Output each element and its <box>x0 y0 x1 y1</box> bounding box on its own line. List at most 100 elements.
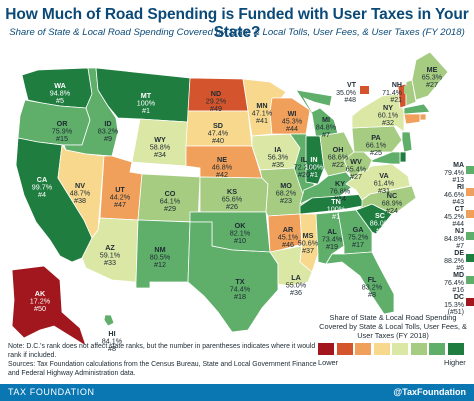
side-label-vt-abbr: VT <box>347 82 356 89</box>
legend-title: Share of State & Local Road Spending Cov… <box>319 313 467 340</box>
state-label-al: AL 73.4% #19 <box>322 227 343 251</box>
state-label-ca: CA 99.7% #4 <box>32 175 53 199</box>
map-subtitle: Share of State & Local Road Spending Cov… <box>9 27 465 38</box>
side-label-nh-rank: #21 <box>390 97 402 104</box>
state-label-mi: MI 84.8% #7 <box>316 115 337 139</box>
state-label-hi: HI 84.1% #8 <box>102 329 123 353</box>
side-label-ct-abbr: CT <box>454 206 464 213</box>
side-label-nj-pct: 84.8% <box>444 235 464 243</box>
state-label-ms: MS 50.6% #37 <box>298 231 319 255</box>
state-ar <box>267 213 303 253</box>
note-text: Note: D.C.'s rank does not affect state … <box>8 343 316 359</box>
side-label-dc-rank: (#51) <box>447 309 464 316</box>
legend-swatch-8 <box>447 343 464 355</box>
state-label-ut: UT 44.2% #47 <box>110 185 131 209</box>
footer-bar: TAX FOUNDATION @TaxFoundation <box>0 384 474 401</box>
side-label-nh-abbr: NH <box>391 82 402 89</box>
legend-swatch-6 <box>410 343 427 355</box>
side-label-nj-rank: #7 <box>456 243 464 250</box>
state-label-ia: IA 56.3% #35 <box>268 145 289 169</box>
side-label-de-pct: 88.2% <box>444 257 464 265</box>
swatch-vt <box>360 86 369 94</box>
state-md <box>371 151 401 165</box>
state-de <box>399 151 407 163</box>
legend-swatch-4 <box>373 343 390 355</box>
state-label-in: IN 100% #1 <box>305 155 324 179</box>
side-label-ri-pct: 46.6% <box>444 191 464 199</box>
state-me <box>411 51 449 101</box>
side-label-ri-rank: #43 <box>452 199 464 206</box>
side-label-vt-rank: #48 <box>344 97 356 104</box>
side-label-md-rank: #16 <box>452 287 464 294</box>
side-label-nh-pct: 71.4% <box>382 89 402 97</box>
swatch-dc <box>466 298 474 306</box>
state-label-mt: MT 100% #1 <box>137 91 156 115</box>
state-label-il: IL 72.2% #20 <box>294 155 315 179</box>
state-label-ny: NY 60.1% #32 <box>378 103 399 127</box>
footer-org: TAX FOUNDATION <box>8 387 95 397</box>
side-label-ma-abbr: MA <box>453 162 464 169</box>
state-label-ak: AK 17.2% #50 <box>30 289 51 313</box>
state-label-la: LA 55.0% #36 <box>286 273 307 297</box>
side-label-de-rank: #6 <box>456 265 464 272</box>
state-tx <box>187 221 279 333</box>
state-shapes <box>11 51 449 347</box>
state-label-wi: WI 45.3% #44 <box>282 109 303 133</box>
state-ri <box>419 113 427 121</box>
state-label-fl: FL 83.2% #8 <box>362 275 383 299</box>
legend-high-label: Higher <box>444 358 466 367</box>
legend-swatch-7 <box>429 343 445 355</box>
side-label-vt-pct: 35.0% <box>336 89 356 97</box>
map-title: How Much of Road Spending is Funded with… <box>5 6 469 41</box>
state-label-me: ME 65.3% #27 <box>422 65 443 89</box>
side-label-md-pct: 76.4% <box>444 279 464 287</box>
state-label-oh: OH 68.6% #22 <box>328 145 349 169</box>
state-label-sd: SD 47.4% #40 <box>208 121 229 145</box>
state-label-ok: OK 82.1% #10 <box>230 221 251 245</box>
swatch-nh <box>404 86 413 94</box>
side-label-nj-abbr: NJ <box>455 228 464 235</box>
swatch-md <box>466 276 474 284</box>
state-label-ga: GA 75.2% #17 <box>348 225 369 249</box>
state-label-wy: WY 58.8% #34 <box>150 135 171 159</box>
state-label-tn: TN 100% #1 <box>327 197 346 221</box>
state-label-pa: PA 66.1% #25 <box>366 133 387 157</box>
state-label-va: VA 61.4% #31 <box>374 171 395 195</box>
swatch-de <box>466 254 474 262</box>
state-label-ne: NE 46.8% #42 <box>212 155 233 179</box>
state-label-or: OR 75.9% #15 <box>52 119 73 143</box>
state-ak <box>11 265 87 347</box>
state-label-ks: KS 65.6% #26 <box>222 187 243 211</box>
state-label-mo: MO 68.2% #23 <box>276 181 297 205</box>
sources-text: Sources: Tax Foundation calculations fro… <box>8 361 317 377</box>
side-label-ma-rank: #13 <box>452 177 464 184</box>
swatch-nj <box>466 232 474 240</box>
state-label-id: ID 83.2% #9 <box>98 119 119 143</box>
side-label-ma-pct: 79.4% <box>444 169 464 177</box>
state-label-az: AZ 59.1% #33 <box>100 243 121 267</box>
state-label-co: CO 64.1% #29 <box>160 189 181 213</box>
state-nj <box>401 131 413 153</box>
state-hi <box>103 314 115 327</box>
state-label-nd: ND 29.2% #49 <box>206 89 227 113</box>
state-label-ky: KY 76.8% #14 <box>330 179 351 203</box>
state-label-mn: MN 47.1% #41 <box>252 101 273 125</box>
legend-swatch-2 <box>336 343 353 355</box>
state-label-wv: WV 65.4% #27 <box>346 157 367 181</box>
legend-swatch-1 <box>318 343 334 355</box>
state-label-wa: WA 94.8% #5 <box>50 81 71 105</box>
legend-low-label: Lower <box>318 358 339 367</box>
state-mi <box>295 89 339 139</box>
state-label-nv: NV 48.7% #38 <box>70 181 91 205</box>
state-la <box>269 245 313 287</box>
state-label-nm: NM 80.5% #12 <box>150 245 171 269</box>
side-label-dc-pct: 15.3% <box>444 301 464 309</box>
side-label-ct-pct: 45.2% <box>444 213 464 221</box>
legend-swatch-5 <box>392 343 408 355</box>
footer-handle: @TaxFoundation <box>393 387 466 397</box>
swatch-ma <box>466 166 474 174</box>
state-ct <box>403 113 421 125</box>
side-label-ct-rank: #44 <box>452 221 464 228</box>
swatch-ri <box>466 188 474 196</box>
